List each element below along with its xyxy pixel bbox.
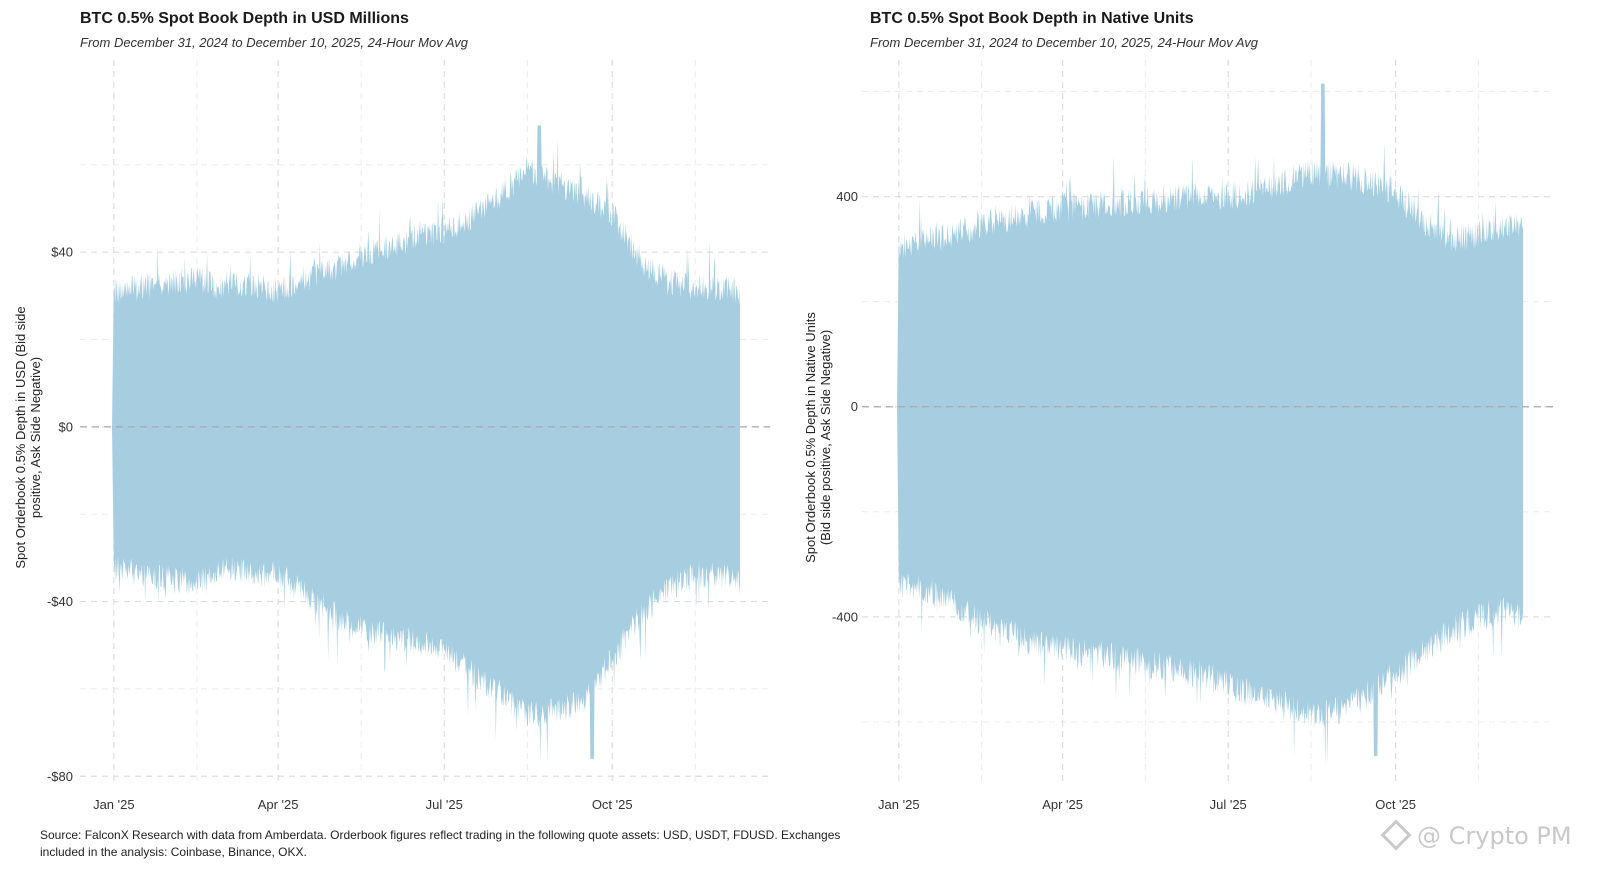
source-note: Source: FalconX Research with data from … bbox=[40, 827, 920, 861]
source-line-2: included in the analysis: Coinbase, Bina… bbox=[40, 845, 307, 859]
chart-subtitle: From December 31, 2024 to December 10, 2… bbox=[870, 35, 1259, 50]
x-tick-label: Jul '25 bbox=[1210, 797, 1247, 812]
chart-plot-native: 400 0 -400 Jan '25 Apr '25 Jul '25 Oct '25 Spot… bbox=[803, 60, 1555, 812]
depth-area bbox=[112, 125, 740, 761]
watermark-logo-icon bbox=[1380, 819, 1412, 851]
y-axis-label-line-1: Spot Orderbook 0.5% Depth in Native Unit… bbox=[803, 312, 818, 563]
y-axis-label: Spot Orderbook 0.5% Depth in USD (Bid si… bbox=[13, 306, 43, 568]
y-axis-label-line-2: (Bid side positive, Ask Side Negative) bbox=[818, 330, 833, 545]
y-axis-label-line-1: Spot Orderbook 0.5% Depth in USD (Bid si… bbox=[13, 306, 28, 568]
chart-title: BTC 0.5% Spot Book Depth in Native Units bbox=[870, 10, 1194, 27]
x-tick-label: Apr '25 bbox=[258, 797, 299, 812]
watermark-text: @ Crypto PM bbox=[1417, 822, 1572, 850]
y-axis-label-line-2: positive, Ask Side Negative) bbox=[28, 357, 43, 518]
x-tick-label: Apr '25 bbox=[1042, 797, 1083, 812]
x-tick-label: Oct '25 bbox=[592, 797, 633, 812]
y-tick-label: $0 bbox=[59, 419, 73, 434]
x-tick-label: Jul '25 bbox=[426, 797, 463, 812]
chart-panel-native: BTC 0.5% Spot Book Depth in Native Units… bbox=[790, 0, 1580, 830]
x-tick-label: Jan '25 bbox=[93, 797, 135, 812]
chart-subtitle: From December 31, 2024 to December 10, 2… bbox=[80, 35, 469, 50]
watermark: @ Crypto PM bbox=[1380, 819, 1572, 851]
chart-title: BTC 0.5% Spot Book Depth in USD Millions bbox=[80, 10, 409, 27]
y-tick-label: 0 bbox=[851, 399, 858, 414]
y-tick-label: $40 bbox=[51, 245, 73, 260]
y-axis-label: Spot Orderbook 0.5% Depth in Native Unit… bbox=[803, 312, 833, 563]
y-tick-label: -400 bbox=[832, 609, 858, 624]
source-line-1: Source: FalconX Research with data from … bbox=[40, 828, 841, 842]
y-tick-label: -$80 bbox=[47, 769, 73, 784]
y-tick-label: 400 bbox=[836, 189, 858, 204]
chart-panel-usd: BTC 0.5% Spot Book Depth in USD Millions… bbox=[0, 0, 790, 830]
x-tick-label: Oct '25 bbox=[1375, 797, 1416, 812]
chart-plot-usd: $40 $0 -$40 -$80 Jan '25 Apr '25 Jul '25 Oct '2… bbox=[13, 60, 770, 812]
y-tick-label: -$40 bbox=[47, 594, 73, 609]
depth-area bbox=[897, 83, 1523, 768]
x-tick-label: Jan '25 bbox=[878, 797, 920, 812]
